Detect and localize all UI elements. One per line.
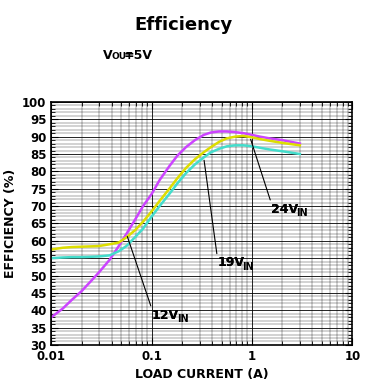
Y-axis label: EFFICIENCY (%): EFFICIENCY (%) <box>4 169 17 278</box>
Text: 19V: 19V <box>217 256 244 269</box>
Text: 19V: 19V <box>217 256 244 269</box>
Text: IN: IN <box>296 208 308 218</box>
X-axis label: LOAD CURRENT (A): LOAD CURRENT (A) <box>135 368 269 381</box>
Text: V: V <box>103 49 112 62</box>
Text: IN: IN <box>242 262 254 272</box>
Text: 12V: 12V <box>152 309 179 321</box>
Text: 24V: 24V <box>271 203 298 216</box>
Text: OUT: OUT <box>112 52 133 61</box>
Text: 24V: 24V <box>271 203 298 216</box>
Text: 12VIN: 12VIN <box>152 309 194 321</box>
Text: 19VIN: 19VIN <box>217 256 259 269</box>
Text: 24VIN: 24VIN <box>271 203 313 216</box>
Text: Efficiency: Efficiency <box>134 16 233 34</box>
Text: 12V: 12V <box>152 309 179 321</box>
Text: =5V: =5V <box>124 49 153 62</box>
Text: IN: IN <box>177 314 188 324</box>
